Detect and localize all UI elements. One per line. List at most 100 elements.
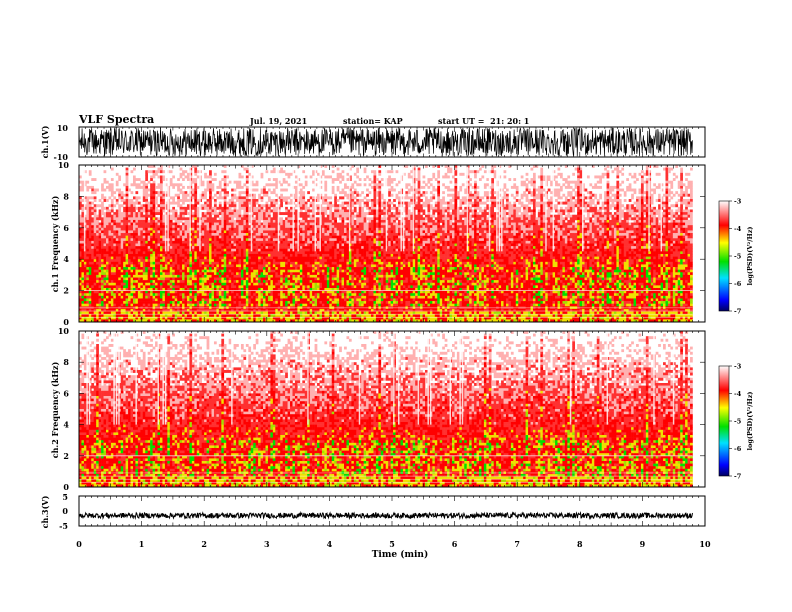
spectrogram-cell <box>138 238 141 241</box>
spectrogram-cell <box>131 270 134 273</box>
spectrogram-cell <box>113 283 116 286</box>
spectrogram-cell <box>118 220 121 223</box>
spectrogram-cell <box>106 244 109 247</box>
spectrogram-cell <box>81 280 84 283</box>
spectrogram-cell <box>145 296 148 299</box>
spectrogram-cell <box>111 272 114 275</box>
spectrogram-cell <box>133 301 136 304</box>
spectrogram-cell <box>94 275 97 278</box>
spectrogram-cell <box>126 209 129 212</box>
spectrogram-cell <box>108 186 111 189</box>
spectrogram-cell <box>113 272 116 275</box>
spectrogram-cell <box>91 272 94 275</box>
spectrogram-cell <box>108 285 111 288</box>
spectrogram-cell <box>89 314 92 317</box>
spectrogram-cell <box>86 254 89 257</box>
spectrogram-cell <box>89 202 92 205</box>
spectrogram-cell <box>123 183 126 186</box>
spectrogram-cell <box>126 170 129 173</box>
spectrogram-cell <box>116 259 119 262</box>
spectrogram-cell <box>145 189 148 192</box>
spectrogram-cell <box>121 267 124 270</box>
spectrogram-cell <box>91 236 94 239</box>
spectrogram-cell <box>116 298 119 301</box>
spectrogram-cell <box>133 254 136 257</box>
spectrogram-cell <box>101 251 104 254</box>
spectrogram-cell <box>143 196 146 199</box>
spectrogram-cell <box>89 244 92 247</box>
spectrogram-cell <box>143 304 146 307</box>
spectrogram-cell <box>131 280 134 283</box>
spectrogram-cell <box>121 264 124 267</box>
spectrogram-cell <box>111 168 114 171</box>
spectrogram-cell <box>133 217 136 220</box>
spectrogram-cell <box>108 196 111 199</box>
spectrogram-cell <box>111 233 114 236</box>
spectrogram-cell <box>86 244 89 247</box>
spectrogram-cell <box>138 262 141 265</box>
spectrogram-cell <box>116 262 119 265</box>
spectrogram-cell <box>94 199 97 202</box>
spectrogram-cell <box>135 275 138 278</box>
spectrogram-cell <box>89 223 92 226</box>
spectrogram-cell <box>81 233 84 236</box>
spectrogram-cell <box>145 272 148 275</box>
spectrogram-cell <box>138 254 141 257</box>
spectrogram-cell <box>131 285 134 288</box>
spectrogram-cell <box>86 301 89 304</box>
spectrogram-cell <box>106 264 109 267</box>
spectrogram-cell <box>89 275 92 278</box>
spectrogram-cell <box>145 199 148 202</box>
spectrogram-cell <box>99 228 102 231</box>
spectrogram-cell <box>81 291 84 294</box>
spectrogram-cell <box>108 254 111 257</box>
spectrogram-cell <box>81 272 84 275</box>
spectrogram-cell <box>81 249 84 252</box>
spectrogram-cell <box>126 189 129 192</box>
spectrogram-cell <box>86 259 89 262</box>
spectrogram-cell <box>126 178 129 181</box>
spectrogram-cell <box>135 238 138 241</box>
spectrogram-cell <box>89 246 92 249</box>
spectrogram-cell <box>108 212 111 215</box>
spectrogram-cell <box>116 257 119 260</box>
spectrogram-cell <box>135 233 138 236</box>
spectrogram-cell <box>104 189 107 192</box>
spectrogram-cell <box>81 314 84 317</box>
spectrogram-cell <box>91 314 94 317</box>
spectrogram-cell <box>99 225 102 228</box>
spectrogram-cell <box>145 280 148 283</box>
spectrogram-cell <box>101 246 104 249</box>
spectrogram-cell <box>86 264 89 267</box>
spectrogram-cell <box>81 204 84 207</box>
spectrogram-cell <box>81 217 84 220</box>
spectrogram-cell <box>96 236 99 239</box>
spectrogram-cell <box>81 246 84 249</box>
spectrogram-cell <box>143 293 146 296</box>
spectrogram-cell <box>145 267 148 270</box>
spectrogram-cell <box>145 202 148 205</box>
spectrogram-cell <box>140 262 143 265</box>
spectrogram-cell <box>133 228 136 231</box>
spectrogram-cell <box>91 225 94 228</box>
spectrogram-cell <box>113 241 116 244</box>
spectrogram-cell <box>145 186 148 189</box>
spectrogram-cell <box>106 215 109 218</box>
spectrogram-cell <box>123 194 126 197</box>
spectrogram-cell <box>106 270 109 273</box>
spectrogram-cell <box>145 251 148 254</box>
spectrogram-cell <box>133 249 136 252</box>
spectrogram-cell <box>108 249 111 252</box>
spectrogram-cell <box>94 259 97 262</box>
spectrogram-cell <box>111 228 114 231</box>
spectrogram-cell <box>111 285 114 288</box>
spectrogram-cell <box>94 225 97 228</box>
spectrogram-cell <box>86 251 89 254</box>
spectrogram-cell <box>96 233 99 236</box>
spectrogram-cell <box>145 270 148 273</box>
spectrogram-cell <box>145 293 148 296</box>
spectrogram-cell <box>104 217 107 220</box>
spectrogram-cell <box>104 220 107 223</box>
spectrogram-cell <box>108 259 111 262</box>
spectrogram-cell <box>89 220 92 223</box>
